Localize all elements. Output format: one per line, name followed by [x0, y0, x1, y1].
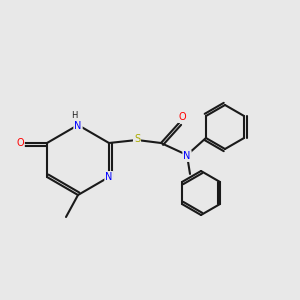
Text: N: N [105, 172, 113, 182]
Text: N: N [183, 151, 191, 161]
Text: O: O [16, 138, 24, 148]
Text: S: S [134, 134, 140, 144]
Text: N: N [74, 121, 82, 131]
Text: O: O [178, 112, 186, 122]
Text: H: H [71, 110, 77, 119]
